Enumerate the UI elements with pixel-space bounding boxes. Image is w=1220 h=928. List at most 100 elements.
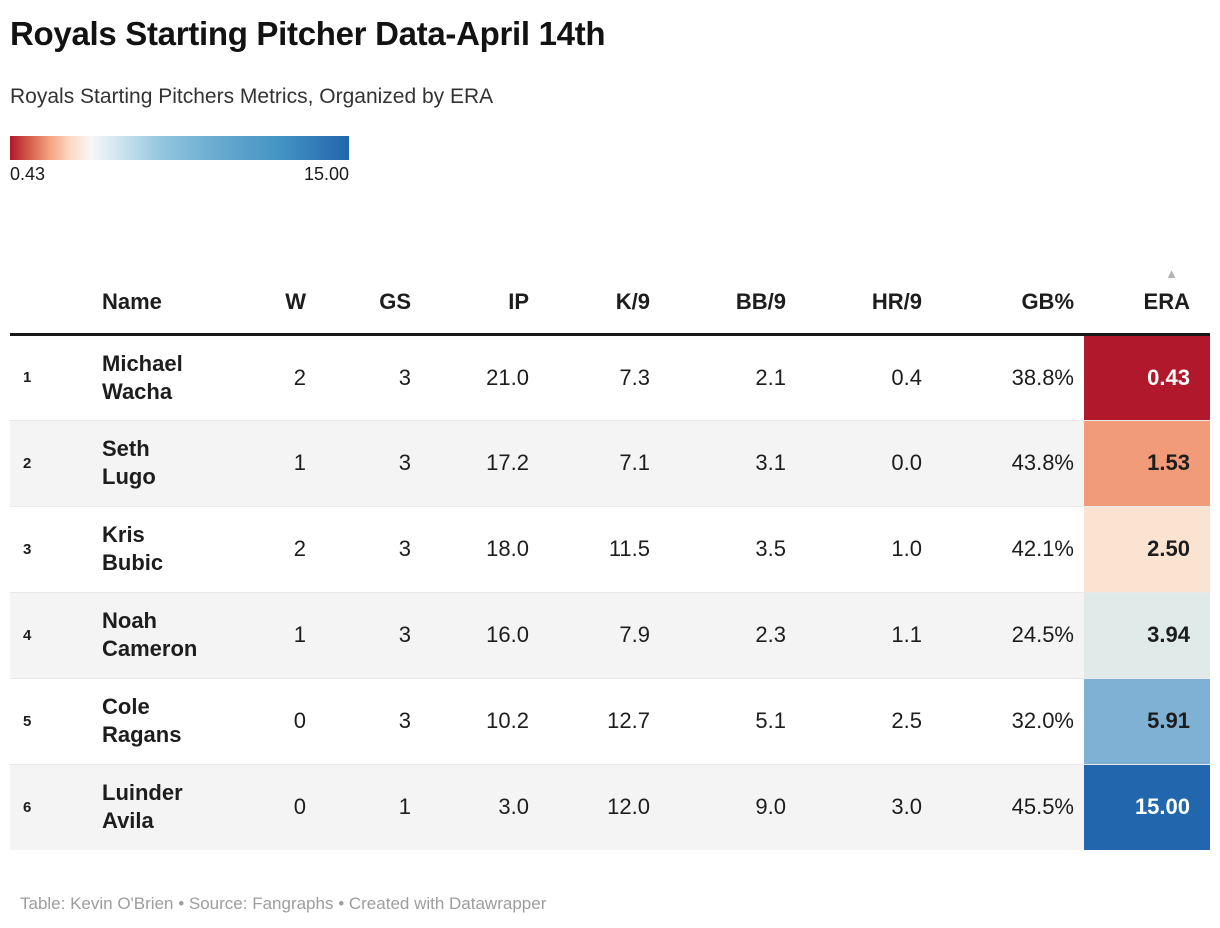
column-header-era[interactable]: ▲ ERA	[1084, 249, 1210, 336]
first-name: Noah	[102, 608, 157, 633]
cell-ip: 3.0	[421, 763, 539, 850]
cell-w: 2	[293, 364, 306, 390]
cell-bb9: 3.1	[660, 419, 796, 506]
cell-hr9: 0.4	[891, 364, 922, 390]
cell-gbpct: 32.0%	[932, 677, 1084, 764]
first-name: Seth	[102, 436, 150, 461]
column-header-hr9[interactable]: HR/9	[796, 249, 932, 336]
cell-gs: 3	[398, 364, 411, 390]
first-name: Cole	[102, 694, 150, 719]
cell-bb9: 3.5	[660, 505, 796, 592]
cell-name: Kris Bubic	[102, 505, 280, 592]
cell-gs: 3	[316, 677, 421, 764]
page-subtitle: Royals Starting Pitchers Metrics, Organi…	[10, 85, 494, 108]
cell-rank: 3	[10, 505, 102, 592]
cell-era-heatmap: 5.91	[1084, 677, 1210, 764]
page-title: Royals Starting Pitcher Data-April 14th	[10, 15, 606, 52]
cell-rank: 4	[10, 591, 102, 678]
cell-k9: 11.5	[539, 505, 660, 592]
sort-ascending-icon[interactable]: ▲	[1165, 265, 1178, 281]
cell-rank: 6	[10, 763, 102, 850]
column-header-rank	[10, 249, 102, 336]
table-row: 4 Noah Cameron 1 3 16.0 7.9 2.3 1.1 24.5…	[10, 591, 1210, 678]
first-name: Luinder	[102, 780, 183, 806]
cell-era-heatmap: 0.43	[1084, 334, 1210, 420]
cell-k9: 12.0	[539, 763, 660, 850]
cell-k9: 7.3	[619, 364, 650, 390]
cell-w: 0	[280, 763, 316, 850]
cell-k9: 7.1	[539, 419, 660, 506]
cell-k9: 12.7	[539, 677, 660, 764]
cell-name: Luinder Avila	[102, 763, 280, 850]
cell-bb9: 9.0	[660, 763, 796, 850]
cell-gbpct: 42.1%	[932, 505, 1084, 592]
cell-bb9: 2.3	[660, 591, 796, 678]
cell-rank: 5	[10, 677, 102, 764]
cell-era-heatmap: 1.53	[1084, 419, 1210, 506]
cell-name: Noah Cameron	[102, 591, 280, 678]
cell-ip: 18.0	[421, 505, 539, 592]
cell-bb9: 5.1	[660, 677, 796, 764]
cell-ip: 16.0	[421, 591, 539, 678]
cell-k9: 7.9	[539, 591, 660, 678]
last-name: Cameron	[102, 636, 198, 661]
column-header-gbpct[interactable]: GB%	[932, 249, 1084, 336]
column-header-ip[interactable]: IP	[421, 249, 539, 336]
cell-name: Michael Wacha	[102, 334, 280, 420]
column-header-era-label: ERA	[1143, 288, 1190, 314]
column-header-name[interactable]: Name	[102, 249, 280, 336]
cell-gs: 3	[316, 419, 421, 506]
cell-gs: 1	[316, 763, 421, 850]
pitcher-stats-table: Name W GS IP K/9 BB/9 HR/9 GB% ▲ ERA 1 M…	[10, 249, 1210, 850]
cell-w: 0	[280, 677, 316, 764]
cell-hr9: 1.1	[796, 591, 932, 678]
last-name: Wacha	[102, 378, 173, 404]
cell-ip: 21.0	[486, 364, 529, 390]
last-name: Lugo	[102, 464, 156, 489]
cell-era-heatmap: 3.94	[1084, 591, 1210, 678]
cell-w: 2	[280, 505, 316, 592]
cell-hr9: 2.5	[796, 677, 932, 764]
cell-gs: 3	[316, 505, 421, 592]
color-scale-max-label: 15.00	[303, 164, 349, 184]
cell-era-heatmap: 15.00	[1084, 763, 1210, 850]
cell-era-heatmap: 2.50	[1084, 505, 1210, 592]
column-header-bb9[interactable]: BB/9	[660, 249, 796, 336]
cell-w: 1	[280, 419, 316, 506]
cell-w: 1	[280, 591, 316, 678]
cell-name: Cole Ragans	[102, 677, 280, 764]
cell-name: Seth Lugo	[102, 419, 280, 506]
first-name: Kris	[102, 522, 145, 547]
column-header-gs[interactable]: GS	[316, 249, 421, 336]
cell-gbpct: 43.8%	[932, 419, 1084, 506]
table-row: 2 Seth Lugo 1 3 17.2 7.1 3.1 0.0 43.8% 1…	[10, 419, 1210, 506]
cell-hr9: 1.0	[796, 505, 932, 592]
table-row: 5 Cole Ragans 0 3 10.2 12.7 5.1 2.5 32.0…	[10, 677, 1210, 764]
column-header-w[interactable]: W	[280, 249, 316, 336]
first-name: Michael	[102, 350, 183, 376]
color-scale-labels: 0.43 15.00	[10, 163, 349, 185]
cell-gbpct: 24.5%	[932, 591, 1084, 678]
cell-bb9: 2.1	[755, 364, 786, 390]
cell-hr9: 0.0	[796, 419, 932, 506]
cell-ip: 10.2	[421, 677, 539, 764]
table-row: 6 Luinder Avila 0 1 3.0 12.0 9.0 3.0 45.…	[10, 763, 1210, 850]
attribution-footer: Table: Kevin O'Brien • Source: Fangraphs…	[20, 894, 547, 913]
header-row: Name W GS IP K/9 BB/9 HR/9 GB% ▲ ERA	[10, 249, 1210, 336]
table-row: 1 Michael Wacha 2 3 21.0 7.3 2.1 0.4 38.…	[10, 334, 1210, 420]
last-name: Bubic	[102, 550, 164, 575]
color-scale-gradient-bar	[10, 136, 349, 160]
cell-gbpct: 38.8%	[1011, 364, 1074, 390]
cell-gbpct: 45.5%	[932, 763, 1084, 850]
last-name: Ragans	[102, 722, 182, 747]
cell-rank: 2	[10, 419, 102, 506]
cell-ip: 17.2	[421, 419, 539, 506]
color-scale-legend: 0.43 15.00	[10, 136, 349, 185]
color-scale-min-label: 0.43	[10, 164, 46, 184]
cell-gs: 3	[316, 591, 421, 678]
last-name: Avila	[102, 808, 154, 834]
cell-hr9: 3.0	[796, 763, 932, 850]
column-header-k9[interactable]: K/9	[539, 249, 660, 336]
cell-rank: 1	[23, 369, 32, 386]
table-row: 3 Kris Bubic 2 3 18.0 11.5 3.5 1.0 42.1%…	[10, 505, 1210, 592]
